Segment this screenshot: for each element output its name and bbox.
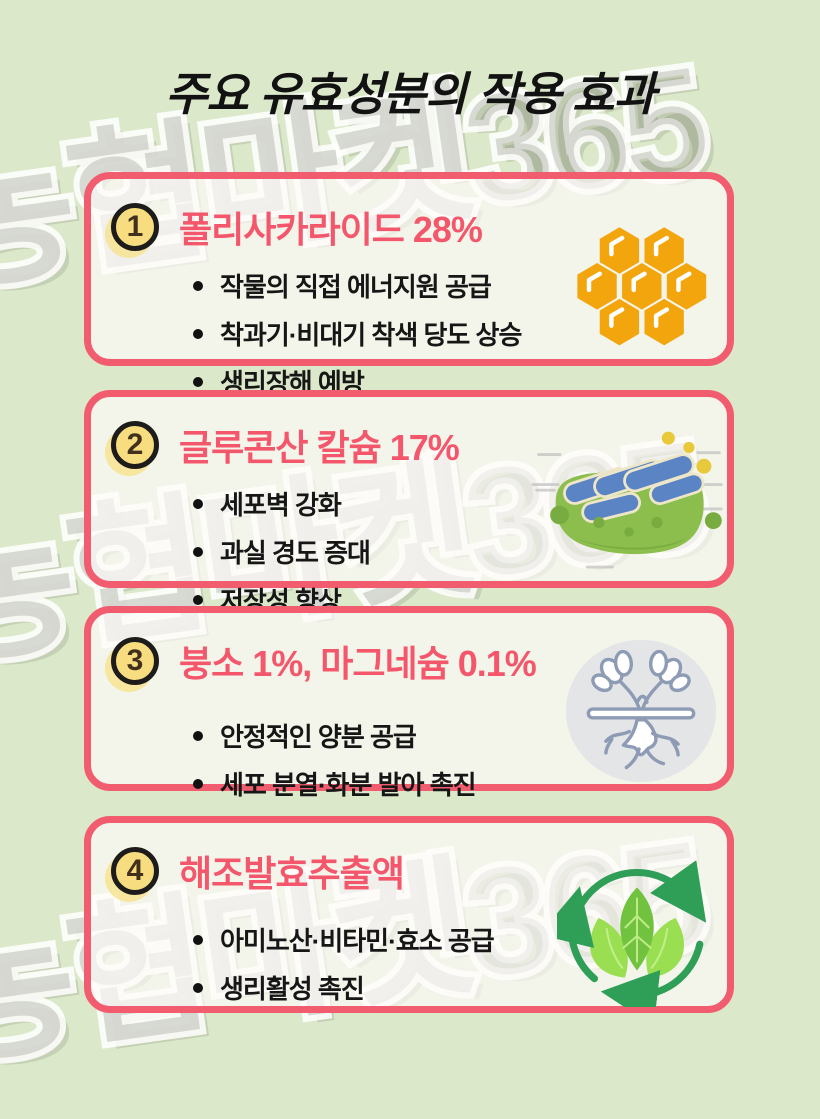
bullet-dot: [193, 934, 203, 945]
bullet-text: 작물의 직접 에너지원 공급: [220, 272, 492, 302]
bullet-item: 작물의 직접 에너지원 공급: [193, 267, 727, 304]
bullet-item: 아미노산·비타민·효소 공급: [193, 921, 727, 958]
bullet-dot: [193, 730, 203, 741]
bullet-text: 세포벽 강화: [220, 490, 342, 520]
bullet-list: 안정적인 양분 공급 세포 분열·화분 발아 촉진: [91, 687, 727, 802]
bullet-dot: [193, 546, 203, 557]
card-title: 해조발효추출액: [179, 853, 405, 894]
number-badge-4: 4: [111, 847, 159, 895]
bullet-text: 안정적인 양분 공급: [220, 722, 417, 752]
infographic-page: { "title": "주요 유효성분의 작용 효과", "watermark"…: [0, 29, 734, 1092]
bullet-item: 세포 분열·화분 발아 촉진: [193, 765, 727, 802]
card-boron-magnesium: 3 붕소 1%, 마그네슘 0.1% 안정적인 양분 공급 세포 분열·화분 발…: [84, 606, 734, 800]
bullet-text: 아미노산·비타민·효소 공급: [220, 926, 495, 956]
card-title: 폴리사카라이드 28%: [179, 209, 483, 250]
bullet-item: 과실 경도 증대: [193, 533, 727, 570]
number-badge-1: 1: [111, 203, 159, 251]
bullet-text: 과실 경도 증대: [220, 538, 371, 568]
bullet-text: 착과기·비대기 착색 당도 상승: [220, 320, 522, 350]
card-calcium-gluconate: 2 글루콘산 칼슘 17% 세포벽 강화 과실 경도 증대 저장성 향상: [84, 390, 734, 616]
bullet-dot: [193, 376, 203, 387]
number-badge-3: 3: [111, 637, 159, 685]
bullet-dot: [193, 594, 203, 605]
leaf-recycle-icon: [557, 849, 717, 1007]
bullet-dot: [193, 982, 203, 993]
seedling-roots-icon: [563, 637, 719, 785]
page-title: 주요 유효성분의 작용 효과: [165, 68, 656, 120]
bullet-item: 생리활성 촉진: [193, 969, 727, 1006]
bullet-text: 생리활성 촉진: [220, 974, 365, 1004]
bullet-text: 세포 분열·화분 발아 촉진: [220, 770, 477, 800]
number-badge-2: 2: [111, 421, 159, 469]
bullet-item: 안정적인 양분 공급: [193, 717, 727, 754]
bullet-dot: [193, 280, 203, 291]
card-title: 붕소 1%, 마그네슘 0.1%: [179, 643, 537, 684]
card-polysaccharide: 1 폴리사카라이드 28% 작물의 직접 에너지원 공급 착과기·비대기 착색 …: [84, 172, 734, 398]
bullet-dot: [193, 778, 203, 789]
bullet-list: 작물의 직접 에너지원 공급 착과기·비대기 착색 당도 상승 생리장해 예방: [91, 253, 727, 400]
honeycomb-icon: [565, 221, 715, 357]
chloroplast-icon: [527, 425, 729, 575]
card-seaweed-extract: 4 해조발효추출액 아미노산·비타민·효소 공급 생리활성 촉진: [84, 816, 734, 1013]
bullet-dot: [193, 328, 203, 339]
bullet-item: 세포벽 강화: [193, 485, 727, 522]
bullet-dot: [193, 498, 203, 509]
card-title: 글루콘산 칼슘 17%: [179, 427, 460, 468]
bullet-item: 착과기·비대기 착색 당도 상승: [193, 315, 727, 352]
bullet-list: 아미노산·비타민·효소 공급 생리활성 촉진: [91, 897, 727, 1006]
